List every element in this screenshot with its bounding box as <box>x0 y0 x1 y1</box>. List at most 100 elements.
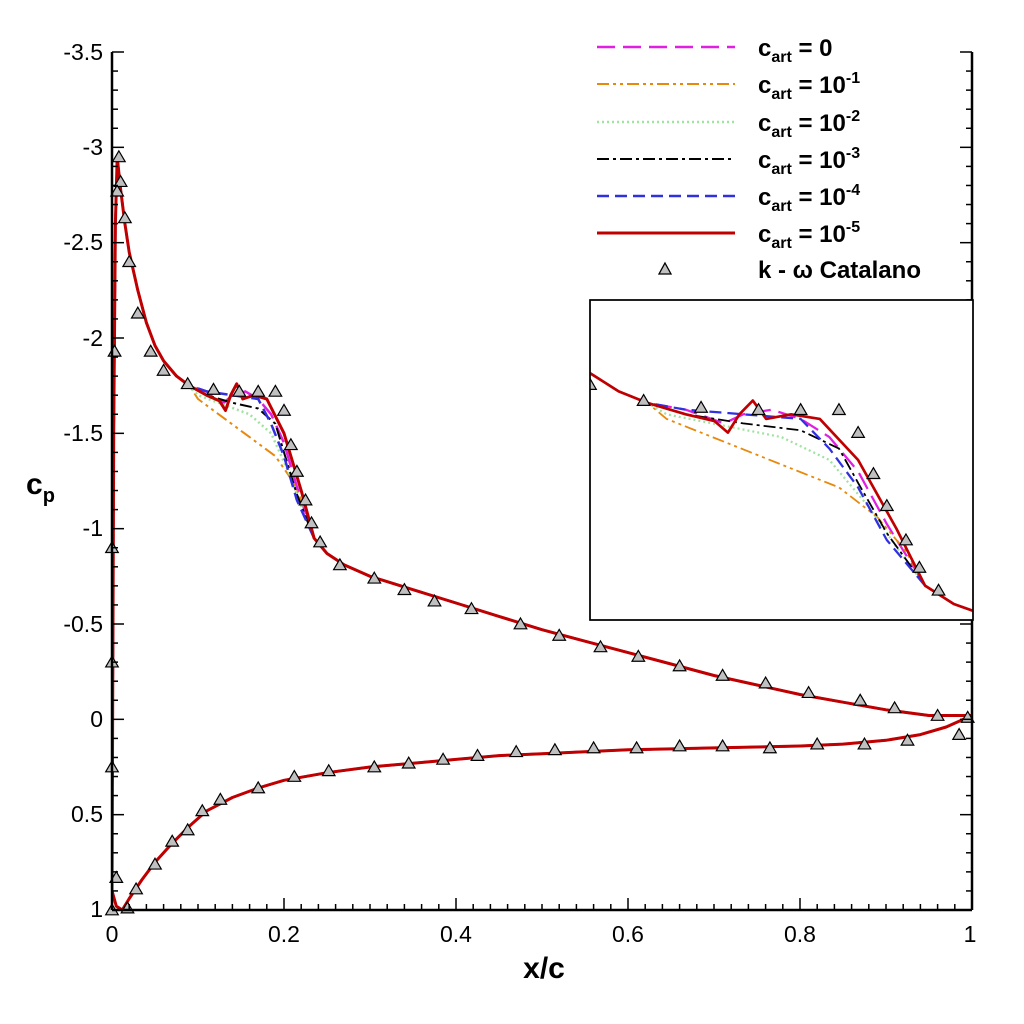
reference-point <box>289 464 305 477</box>
legend-entry: cart = 10-3 <box>597 145 860 178</box>
reference-point <box>121 254 137 268</box>
y-tick-label: -0.5 <box>63 611 103 637</box>
reference-point <box>900 733 915 746</box>
reference-point <box>312 534 328 548</box>
x-axis-title: x/c <box>523 952 565 985</box>
reference-point <box>180 822 196 836</box>
legend-entry: cart = 10-4 <box>597 182 860 215</box>
reference-point <box>250 780 266 794</box>
reference-point <box>513 616 528 630</box>
inset-reference-point <box>866 466 881 480</box>
reference-point <box>130 306 146 319</box>
reference-point <box>117 210 133 224</box>
y-tick-label: 0 <box>90 706 103 732</box>
reference-point <box>113 174 128 188</box>
reference-point <box>593 639 608 653</box>
reference-point <box>427 593 442 607</box>
legend: cart = 0 cart = 10-1 cart = 10-2 cart = … <box>597 35 921 284</box>
reference-point <box>887 700 902 714</box>
legend-label: k - ω Catalano <box>758 257 921 284</box>
x-tick-label: 0.8 <box>784 921 816 947</box>
reference-point <box>206 382 221 395</box>
reference-point <box>762 740 778 754</box>
inset-series-layer <box>590 371 973 613</box>
reference-point <box>586 740 601 754</box>
reference-point <box>801 685 816 699</box>
inset-reference-point <box>898 532 914 546</box>
y-tick-label: 0.5 <box>71 801 103 827</box>
reference-point <box>268 384 283 397</box>
reference-point <box>397 582 412 596</box>
zoom-inset-frame <box>589 299 974 621</box>
x-tick-label: 0.4 <box>440 921 472 947</box>
reference-point <box>629 740 644 754</box>
inset-reference-point <box>751 402 766 416</box>
series-line-upper <box>112 155 972 891</box>
y-tick-label: -3 <box>83 134 103 160</box>
inset-reference-point <box>879 498 895 512</box>
reference-point <box>109 183 125 197</box>
reference-point <box>951 727 967 740</box>
reference-point <box>194 803 210 817</box>
reference-point <box>809 736 825 750</box>
y-tick-label: -2.5 <box>63 229 103 255</box>
y-tick-label: -2 <box>83 325 103 351</box>
reference-point <box>630 649 646 662</box>
legend-label: cart = 10-1 <box>758 70 860 103</box>
inset-series-line <box>590 371 973 613</box>
x-tick-label: 0 <box>106 921 119 947</box>
reference-point <box>107 344 122 357</box>
inset-reference-point <box>931 583 946 596</box>
reference-point <box>332 557 348 571</box>
y-tick-labels: -3.5 -3 -2.5 -2 -1.5 -1 -0.5 0 0.5 1 <box>63 39 103 922</box>
y-tick-label: -3.5 <box>63 39 103 65</box>
legend-label: cart = 10-2 <box>758 108 860 141</box>
reference-point <box>508 744 524 758</box>
reference-point <box>547 742 563 756</box>
reference-point <box>852 693 868 706</box>
reference-point <box>147 857 163 870</box>
y-tick-label: -1.5 <box>63 420 103 446</box>
y-axis-title: cp <box>26 468 55 507</box>
inset-reference-point <box>636 393 651 406</box>
inset-series-line <box>590 371 973 612</box>
reference-point <box>672 738 687 752</box>
series-line-lower <box>112 714 972 910</box>
inset-reference-point <box>850 425 866 438</box>
reference-point <box>672 658 687 672</box>
y-tick-label: -1 <box>83 515 103 541</box>
legend-entry: cart = 10-1 <box>597 70 860 103</box>
y-tick-label: 1 <box>90 896 103 922</box>
reference-point <box>470 748 485 761</box>
reference-point <box>930 708 945 721</box>
reference-point <box>304 515 319 529</box>
inset-reference-markers <box>590 377 946 596</box>
reference-point <box>715 668 730 681</box>
reference-point <box>143 344 159 357</box>
reference-point <box>128 881 144 895</box>
legend-entry: cart = 0 <box>597 35 833 66</box>
x-tick-label: 0.2 <box>268 921 300 947</box>
reference-point <box>180 376 196 390</box>
reference-point <box>164 834 180 847</box>
reference-point <box>231 384 247 397</box>
legend-entry-reference: k - ω Catalano <box>657 257 921 284</box>
reference-point <box>283 437 299 451</box>
legend-triangle-marker <box>657 261 673 275</box>
reference-point <box>286 769 302 782</box>
reference-point <box>213 792 228 805</box>
legend-label: cart = 10-3 <box>758 145 860 178</box>
inset-reference-point <box>590 377 598 390</box>
reference-point <box>401 755 417 769</box>
legend-entry: cart = 10-5 <box>597 219 860 252</box>
reference-point <box>435 752 451 765</box>
reference-point <box>156 363 171 376</box>
y-axis-title-base: c <box>26 468 43 501</box>
reference-point <box>857 736 872 750</box>
reference-point <box>715 738 730 752</box>
reference-point <box>464 601 479 615</box>
reference-point <box>250 384 266 397</box>
legend-label: cart = 0 <box>758 35 833 66</box>
x-tick-label: 1 <box>964 921 977 947</box>
